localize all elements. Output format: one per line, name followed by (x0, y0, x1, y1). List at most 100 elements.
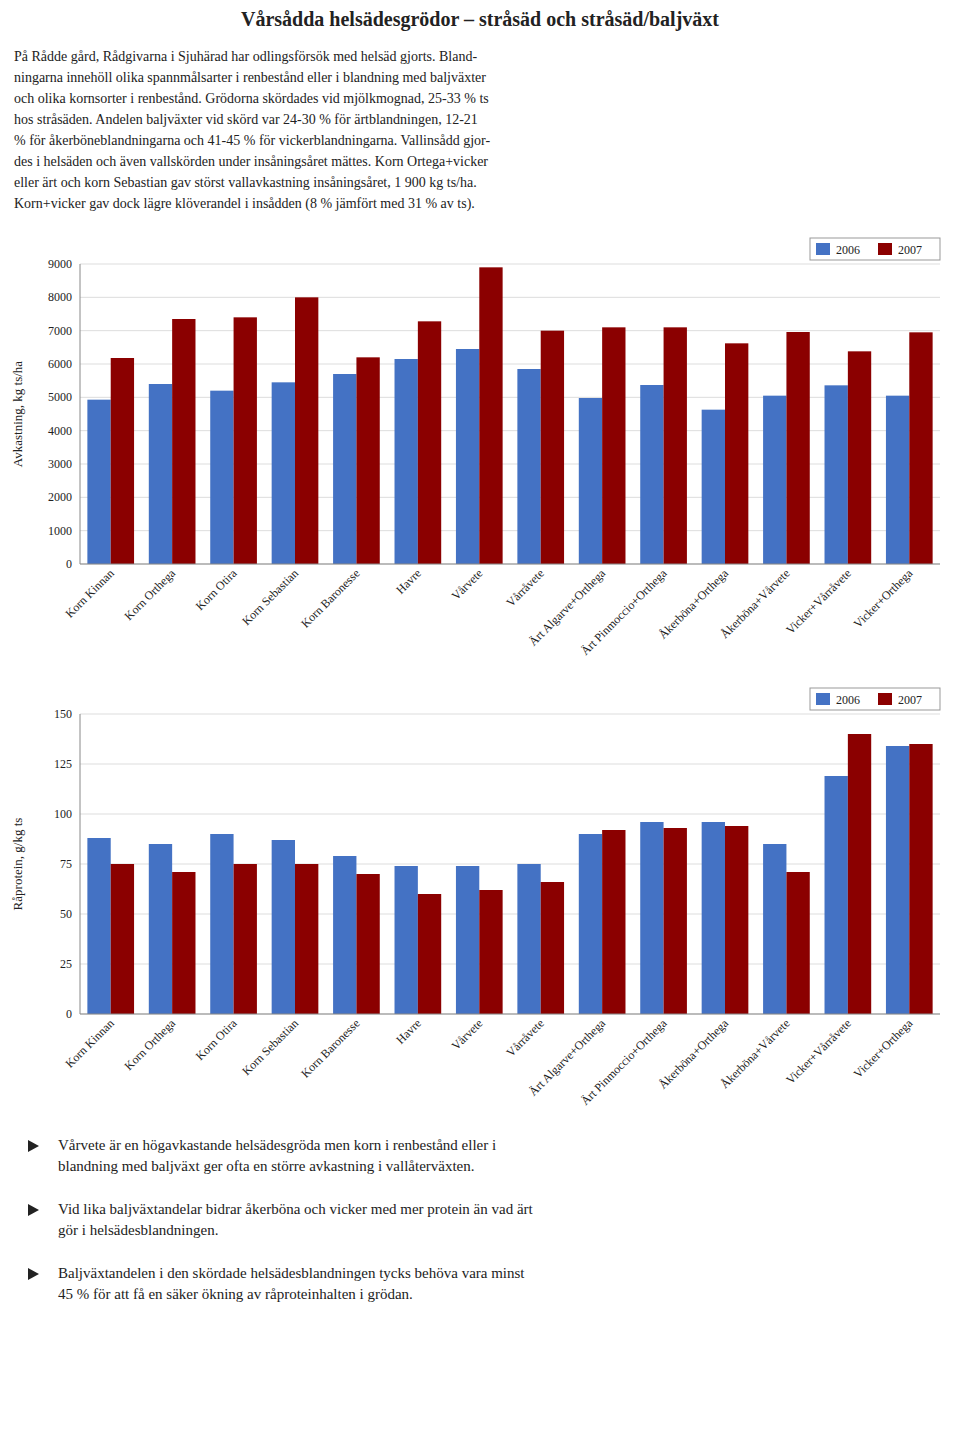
bar (87, 400, 110, 564)
y-axis-line (80, 264, 81, 564)
bullet-marker (28, 1140, 39, 1152)
bar (640, 385, 663, 564)
bar (602, 830, 625, 1014)
x-tick-label: Havre (393, 566, 424, 597)
bar (909, 332, 932, 564)
bar (517, 864, 540, 1014)
bar (333, 374, 356, 564)
x-tick-label: Vårvete (449, 566, 486, 603)
x-tick-label: Korn Orthega (121, 566, 178, 623)
y-tick-label: 100 (54, 807, 72, 821)
intro-line: des i helsäden och även vallskörden unde… (14, 151, 944, 172)
grid-line (80, 714, 940, 715)
grid-line (80, 1014, 940, 1015)
legend-frame (810, 688, 940, 710)
bar (479, 890, 502, 1014)
bar (172, 872, 195, 1014)
bar (456, 349, 479, 564)
bullet-marker (28, 1268, 39, 1280)
bar (111, 358, 134, 564)
x-tick-label: Korn Kinnan (62, 1016, 116, 1070)
bar (763, 844, 786, 1014)
bar (602, 327, 625, 564)
bar (111, 864, 134, 1014)
grid-line (80, 430, 940, 431)
grid-line (80, 464, 940, 465)
bullet-point: Vid lika baljväxtandelar bidrar åkerböna… (14, 1199, 944, 1241)
y-tick-label: 125 (54, 757, 72, 771)
bullet-text: Vid lika baljväxtandelar bidrar åkerböna… (58, 1201, 533, 1238)
grid-line (80, 914, 940, 915)
x-tick-label: Havre (393, 1016, 424, 1047)
bar (272, 382, 295, 564)
x-tick-label: Åkerböna+Vårvete (718, 566, 793, 641)
bars (87, 267, 932, 564)
intro-line: ningarna innehöll olika spannmålsarter i… (14, 67, 944, 88)
y-tick-label: 4000 (48, 424, 72, 438)
bar (786, 332, 809, 564)
y-tick-label: 5000 (48, 390, 72, 404)
bar (909, 744, 932, 1014)
bar (234, 864, 257, 1014)
bar (825, 385, 848, 564)
x-tick-label: Vårråvete (503, 1016, 546, 1059)
grid-line (80, 530, 940, 531)
x-tick-label: Korn Sebastian (239, 566, 301, 628)
bar (356, 874, 379, 1014)
x-tick-label: Korn Sebastian (239, 1016, 301, 1078)
bar (579, 398, 602, 564)
y-tick-label: 1000 (48, 524, 72, 538)
bar (149, 844, 172, 1014)
intro-line: hos stråsäden. Andelen baljväxter vid sk… (14, 109, 944, 130)
bar (725, 826, 748, 1014)
grid-line (80, 814, 940, 815)
bar (886, 746, 909, 1014)
grid-line (80, 764, 940, 765)
bar (456, 866, 479, 1014)
y-tick-label: 0 (66, 1007, 72, 1021)
intro-line: och olika kornsorter i renbestånd. Grödo… (14, 88, 944, 109)
grid-line (80, 964, 940, 965)
x-tick-label: Korn Kinnan (62, 566, 116, 620)
bullet-text: Baljväxtandelen i den skördade helsädesb… (58, 1265, 525, 1302)
bar (725, 343, 748, 564)
x-tick-label: Åkerböna+Vårvete (718, 1016, 793, 1091)
grid-line (80, 264, 940, 265)
x-tick-label: Vicker+Vårråvete (783, 1016, 854, 1087)
x-tick-label: Korn Baronesse (298, 566, 362, 630)
bar-chart: 0100020003000400050006000700080009000Avk… (0, 230, 960, 675)
bar (664, 327, 687, 564)
page: {"title": "Vårsådda helsädesgrödor – str… (0, 0, 960, 1452)
legend-label: 2007 (898, 693, 922, 707)
bars (87, 734, 932, 1014)
bar (640, 822, 663, 1014)
bar (333, 856, 356, 1014)
legend-swatch (878, 243, 892, 255)
bar (87, 838, 110, 1014)
x-axis-line (80, 564, 940, 565)
bar (702, 410, 725, 564)
bar (517, 369, 540, 564)
bar (356, 357, 379, 564)
bar (295, 864, 318, 1014)
bar (149, 384, 172, 564)
bar (210, 391, 233, 564)
y-tick-label: 25 (60, 957, 72, 971)
y-tick-label: 8000 (48, 290, 72, 304)
bar (479, 267, 502, 564)
bullet-marker (28, 1204, 39, 1216)
legend-swatch (816, 693, 830, 705)
y-axis-label: Avkastning, kg ts/ha (10, 361, 25, 468)
x-tick-label: Vårvete (449, 1016, 486, 1053)
bullet-text: Vårvete är en högavkastande helsädesgröd… (58, 1137, 496, 1174)
x-tick-label: Vicker+Orthega (851, 1016, 916, 1081)
legend: 20062007 (810, 238, 940, 260)
intro-text: På Rådde gård, Rådgivarna i Sjuhärad har… (14, 46, 944, 214)
legend-swatch (878, 693, 892, 705)
y-axis-label: Råprotein, g/kg ts (10, 818, 25, 911)
bar (579, 834, 602, 1014)
grid-line (80, 364, 940, 365)
legend: 20062007 (810, 688, 940, 710)
bar (786, 872, 809, 1014)
x-tick-label: Korn Orthega (121, 1016, 178, 1073)
